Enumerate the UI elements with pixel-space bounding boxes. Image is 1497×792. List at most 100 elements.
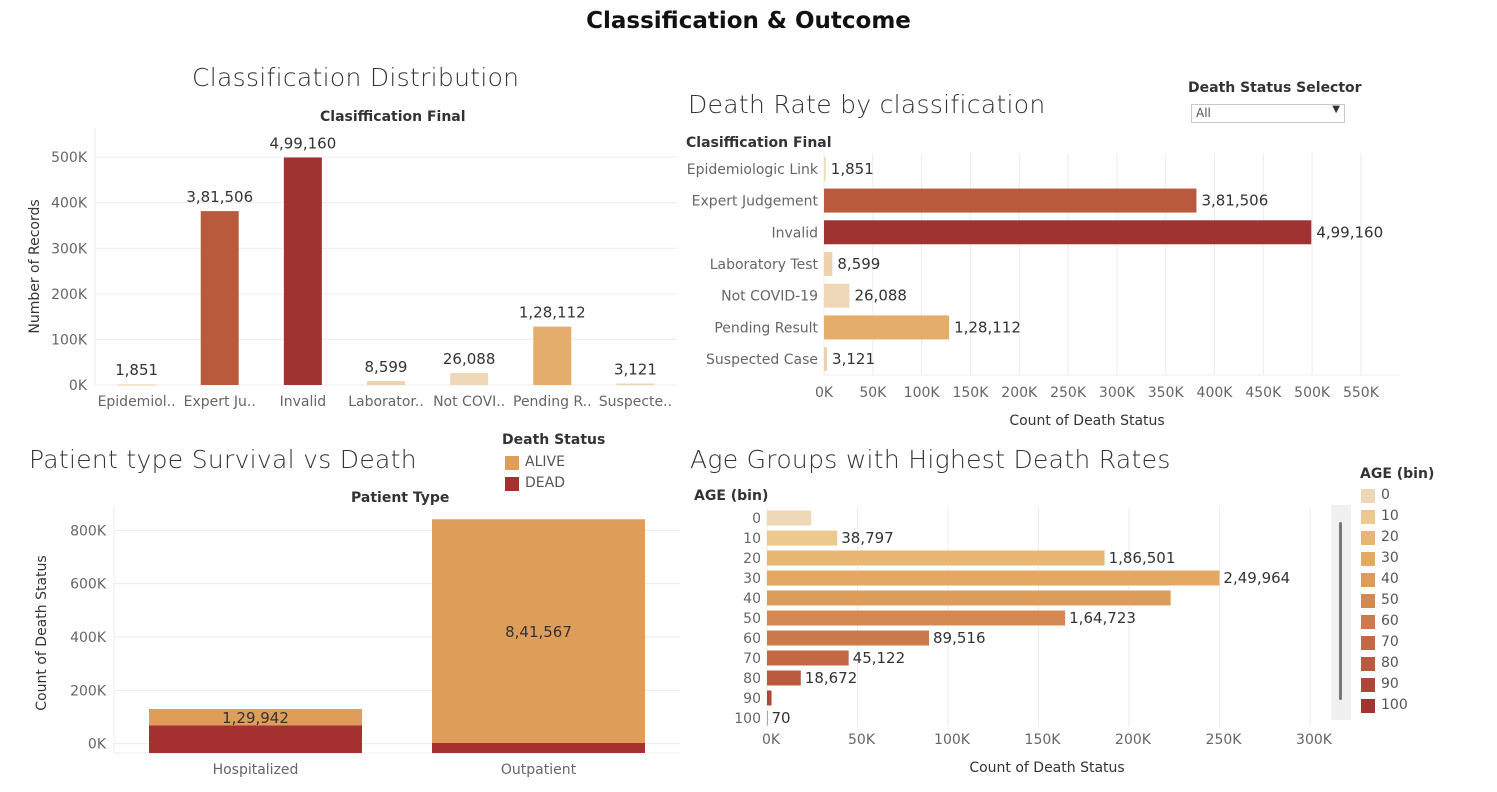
bar: [767, 590, 1171, 606]
data-label: 18,672: [805, 669, 858, 687]
x-tick-label: Expert Ju..: [184, 394, 256, 410]
y-tick-label: Laboratory Test: [710, 257, 819, 273]
age-legend-label[interactable]: 80: [1381, 655, 1399, 671]
age-legend-label[interactable]: 60: [1381, 613, 1399, 629]
bar: [117, 384, 156, 386]
y-tick-label: 80: [743, 671, 761, 687]
age-legend-swatch: [1361, 510, 1375, 524]
x-tick-label: Not COVI..: [433, 394, 505, 410]
data-label: 8,599: [837, 255, 880, 273]
bar: [767, 650, 849, 666]
data-label: 70: [772, 709, 791, 727]
age-legend-label[interactable]: 70: [1381, 634, 1399, 650]
dashboard-title: Classification & Outcome: [586, 8, 911, 34]
y-tick-label: 10: [743, 531, 761, 547]
x-tick-label: 400K: [1197, 385, 1234, 401]
y-tick-label: 30: [743, 571, 761, 587]
bar: [824, 315, 950, 340]
data-label: 1,86,501: [1109, 549, 1176, 567]
bar-alive: [149, 709, 362, 726]
age-legend-swatch: [1361, 657, 1375, 671]
bar-alive: [432, 519, 645, 743]
y-tick-label: 0K: [69, 378, 88, 394]
y-tick-label: 60: [743, 631, 761, 647]
y-tick-label: 70: [743, 651, 761, 667]
age-legend-swatch: [1361, 699, 1375, 713]
bar: [767, 670, 801, 686]
data-label: 1,64,723: [1069, 609, 1136, 627]
bar: [824, 347, 828, 372]
death-status-legend-title: Death Status: [502, 432, 606, 448]
age-legend-label[interactable]: 100: [1381, 697, 1408, 713]
y-tick-label: 20: [743, 551, 761, 567]
legend-alive-label[interactable]: ALIVE: [525, 454, 565, 470]
x-tick-label: 0K: [762, 732, 781, 748]
x-tick-label: 300K: [1296, 732, 1333, 748]
death-status-selector[interactable]: All ▼: [1191, 104, 1345, 123]
data-label: 1,851: [115, 361, 158, 379]
bar: [533, 326, 572, 385]
x-tick-label: Suspecte..: [599, 394, 672, 410]
chevron-down-icon[interactable]: ▼: [1332, 104, 1340, 115]
y-tick-label: 40: [743, 591, 761, 607]
bar: [824, 188, 1197, 213]
legend-dead-swatch: [505, 477, 519, 491]
age-chart-scroll-thumb[interactable]: [1339, 522, 1342, 700]
bar: [767, 610, 1066, 626]
patient-type-title: Patient type Survival vs Death: [29, 445, 417, 474]
data-label: 2,49,964: [1223, 569, 1290, 587]
age-legend-swatch: [1361, 678, 1375, 692]
age-legend-label[interactable]: 0: [1381, 487, 1390, 503]
x-tick-label: 250K: [1050, 385, 1087, 401]
death-rate-title: Death Rate by classification: [688, 90, 1046, 119]
y-tick-label: 500K: [51, 150, 88, 166]
death-status-selector-title: Death Status Selector: [1188, 80, 1362, 96]
bar: [824, 283, 850, 308]
age-legend-label[interactable]: 40: [1381, 571, 1399, 587]
age-groups-title: Age Groups with Highest Death Rates: [690, 445, 1171, 474]
data-label: 1,28,112: [519, 304, 586, 322]
x-tick-label: 150K: [1025, 732, 1062, 748]
y-axis-title: Count of Death Status: [34, 555, 50, 710]
x-tick-label: 300K: [1099, 385, 1136, 401]
data-label: 45,122: [853, 649, 906, 667]
death-rate-chart: 0K 50K 100K 150K 200K 250K 300K 350K 400K 450K 500…: [687, 153, 1400, 429]
x-tick-label: 0K: [815, 385, 834, 401]
y-tick-label: 200K: [51, 287, 88, 303]
age-groups-header: AGE (bin): [694, 488, 769, 504]
age-legend-label[interactable]: 20: [1381, 529, 1399, 545]
y-tick-label: 300K: [51, 241, 88, 257]
age-legend-label[interactable]: 50: [1381, 592, 1399, 608]
age-legend-label[interactable]: 30: [1381, 550, 1399, 566]
data-label: 3,121: [614, 361, 657, 379]
x-tick-label: Epidemiol..: [98, 394, 176, 410]
patient-type-chart: 0K 200K 400K 600K 800K Count of Death Status 1…: [34, 505, 680, 778]
x-tick-label: 100K: [904, 385, 941, 401]
age-legend-swatch: [1361, 594, 1375, 608]
y-tick-label: 0K: [88, 737, 107, 753]
bar: [767, 630, 930, 646]
x-tick-label: 350K: [1148, 385, 1185, 401]
y-tick-label: Not COVID-19: [721, 289, 818, 305]
selector-value: All: [1196, 106, 1211, 120]
data-label: 3,81,506: [1201, 192, 1268, 210]
patient-type-header: Patient Type: [351, 490, 450, 506]
age-legend-label[interactable]: 10: [1381, 508, 1399, 524]
data-label: 4,99,160: [1316, 223, 1383, 241]
classification-distribution-header: Clasiffication Final: [320, 109, 466, 125]
data-label: 4,99,160: [269, 134, 336, 152]
data-label: 8,41,567: [505, 623, 572, 641]
legend-dead-label[interactable]: DEAD: [525, 475, 565, 491]
age-legend-swatch: [1361, 489, 1375, 503]
age-legend-label[interactable]: 90: [1381, 676, 1399, 692]
legend-alive-swatch: [505, 456, 519, 470]
y-axis-title: Number of Records: [27, 199, 43, 333]
x-tick-label: 100K: [934, 732, 971, 748]
x-tick-label: 150K: [952, 385, 989, 401]
x-tick-label: Hospitalized: [213, 762, 299, 778]
data-label: 26,088: [443, 350, 496, 368]
x-tick-label: Laborator..: [348, 394, 424, 410]
x-tick-label: 200K: [1115, 732, 1152, 748]
y-tick-label: 50: [743, 611, 761, 627]
y-tick-label: 90: [743, 691, 761, 707]
